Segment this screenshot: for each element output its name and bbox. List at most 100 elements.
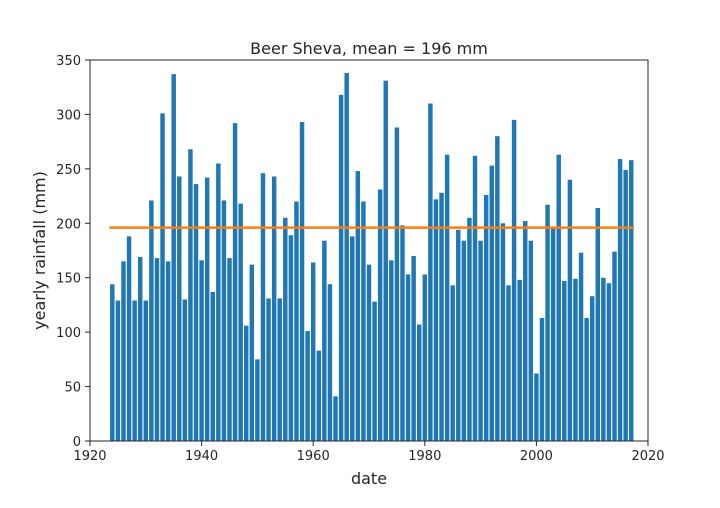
bar-1998: [523, 221, 528, 441]
bar-1958: [299, 122, 305, 442]
y-tick-label: 100: [56, 326, 81, 341]
bar-1933: [160, 113, 165, 441]
bar-1962: [322, 240, 327, 441]
chart-title: Beer Sheva, mean = 196 mm: [250, 39, 488, 58]
bar-1982: [433, 199, 439, 441]
bar-1967: [350, 236, 355, 441]
bar-1976: [400, 225, 405, 441]
bar-1960: [310, 262, 316, 441]
bar-1988: [467, 217, 472, 441]
bar-2009: [584, 317, 589, 441]
bar-1973: [383, 80, 388, 442]
bar-1969: [361, 201, 366, 441]
bar-1997: [517, 279, 522, 441]
bar-1966: [344, 73, 349, 441]
bar-1972: [377, 189, 383, 441]
bar-1970: [366, 264, 372, 441]
bar-1950: [255, 359, 260, 441]
bar-1971: [372, 301, 377, 441]
bar-1991: [483, 194, 489, 441]
y-tick-label: 350: [56, 54, 81, 69]
bar-1993: [495, 136, 500, 441]
bar-1990: [478, 240, 483, 441]
bar-1953: [271, 176, 277, 442]
bar-1945: [227, 258, 232, 441]
bar-1994: [500, 223, 506, 441]
bar-1983: [439, 192, 444, 441]
bar-2006: [567, 179, 573, 442]
y-tick-label: 150: [56, 272, 81, 287]
x-tick-label: 2000: [520, 449, 553, 464]
bar-1987: [461, 240, 467, 441]
bar-1957: [294, 201, 299, 441]
y-tick-label: 50: [64, 381, 81, 396]
bar-1931: [149, 200, 154, 441]
bar-2017: [629, 160, 634, 441]
bar-1947: [238, 203, 243, 441]
bar-1989: [472, 155, 478, 442]
bar-2008: [578, 252, 584, 441]
bar-1934: [165, 261, 171, 441]
bar-1928: [132, 300, 137, 441]
bar-1938: [188, 149, 193, 441]
bar-1980: [422, 274, 428, 441]
y-tick-label: 200: [56, 217, 81, 232]
bar-1948: [244, 325, 249, 441]
bar-1940: [199, 260, 204, 441]
bar-1981: [428, 103, 433, 441]
bar-2001: [539, 317, 545, 441]
bars-group: [110, 73, 634, 442]
bar-1926: [121, 261, 126, 441]
bar-1985: [450, 285, 455, 441]
bar-1929: [137, 257, 143, 441]
bar-1954: [277, 298, 282, 441]
bar-2003: [550, 227, 556, 441]
x-axis-label: date: [351, 469, 387, 488]
bar-2014: [612, 251, 617, 441]
bar-2004: [556, 154, 561, 441]
bar-1978: [411, 255, 416, 441]
bar-1925: [115, 300, 121, 441]
bar-2010: [589, 296, 595, 441]
bar-1965: [338, 94, 344, 441]
bar-1946: [232, 123, 238, 441]
bar-1996: [511, 119, 517, 442]
x-tick-label: 1920: [73, 449, 106, 464]
x-axis-ticks: 1920 1940 1960 1980 2000 2020: [73, 441, 665, 464]
bar-1944: [221, 200, 227, 441]
bar-1961: [316, 350, 322, 441]
bar-1924: [110, 284, 115, 441]
bar-1999: [528, 240, 534, 441]
bar-1932: [154, 258, 160, 441]
bar-1943: [216, 163, 221, 441]
bar-1927: [126, 236, 132, 441]
bar-2007: [573, 278, 578, 441]
bar-1952: [266, 298, 271, 441]
bar-2005: [562, 280, 567, 441]
bar-1939: [193, 184, 199, 441]
bar-1977: [405, 274, 411, 441]
bar-1959: [305, 331, 310, 441]
bar-1956: [288, 235, 294, 441]
bar-1937: [182, 299, 188, 441]
bar-1955: [283, 217, 288, 441]
y-tick-label: 300: [56, 108, 81, 123]
y-tick-label: 250: [56, 163, 81, 178]
x-tick-label: 2020: [631, 449, 664, 464]
bar-2016: [623, 169, 628, 441]
bar-2002: [545, 204, 550, 441]
bar-1974: [389, 260, 394, 441]
plot-frame: [89, 59, 649, 442]
x-tick-label: 1980: [408, 449, 441, 464]
bar-2015: [617, 159, 623, 441]
bar-2011: [595, 208, 601, 441]
bar-1936: [177, 176, 182, 442]
bar-1930: [143, 300, 149, 441]
bar-1935: [171, 74, 176, 442]
bar-1951: [260, 173, 266, 441]
bar-1975: [394, 127, 400, 442]
bar-1949: [249, 264, 255, 441]
x-tick-label: 1940: [185, 449, 218, 464]
